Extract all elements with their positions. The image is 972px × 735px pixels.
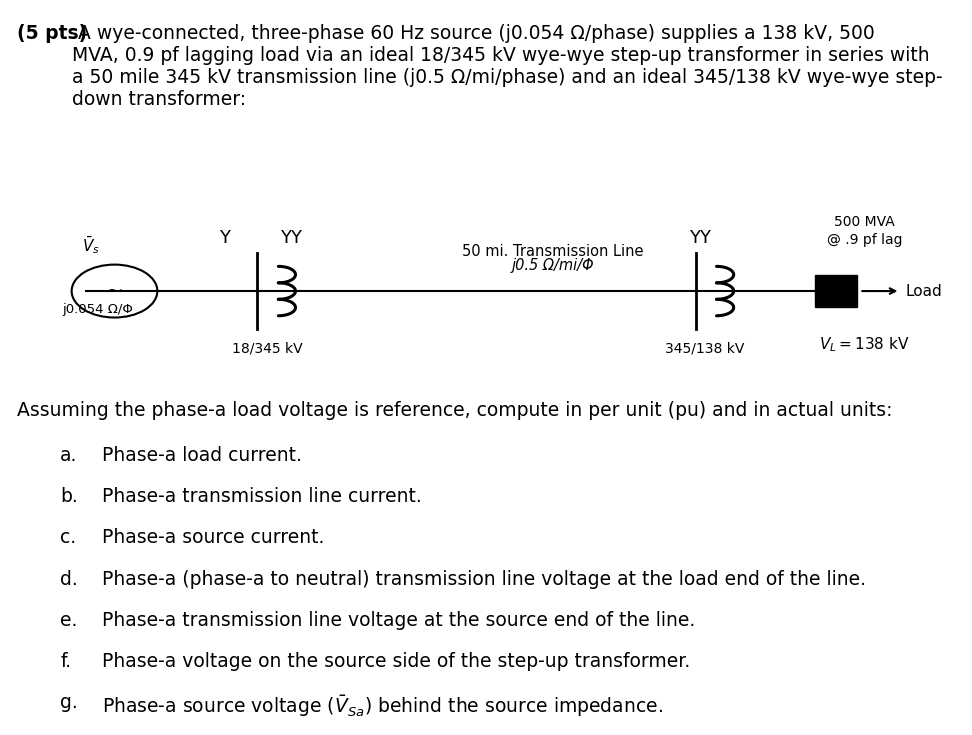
Text: Phase-a voltage on the source side of the step-up transformer.: Phase-a voltage on the source side of th… (102, 652, 690, 671)
Text: Phase-a source voltage ($\bar{V}_{Sa}$) behind the source impedance.: Phase-a source voltage ($\bar{V}_{Sa}$) … (102, 693, 663, 719)
Text: $V_L = 138$ kV: $V_L = 138$ kV (819, 335, 910, 354)
Text: j0.054 Ω/Φ: j0.054 Ω/Φ (62, 303, 133, 316)
Text: c.: c. (60, 528, 77, 548)
Text: Assuming the phase-a load voltage is reference, compute in per unit (pu) and in : Assuming the phase-a load voltage is ref… (17, 401, 893, 420)
Text: $\bar{V}_s$: $\bar{V}_s$ (82, 234, 100, 256)
Text: Y: Y (219, 229, 229, 247)
Text: YY: YY (689, 229, 712, 247)
Text: j0.5 Ω/mi/Φ: j0.5 Ω/mi/Φ (511, 259, 594, 273)
Bar (815, 275, 857, 307)
Text: f.: f. (60, 652, 71, 671)
Text: 18/345 kV: 18/345 kV (231, 341, 302, 355)
Text: Phase-a load current.: Phase-a load current. (102, 446, 302, 465)
Text: Phase-a (phase-a to neutral) transmission line voltage at the load end of the li: Phase-a (phase-a to neutral) transmissio… (102, 570, 866, 589)
Text: d.: d. (60, 570, 78, 589)
Text: YY: YY (280, 229, 301, 247)
Text: b.: b. (60, 487, 78, 506)
Text: g.: g. (60, 693, 78, 712)
Text: 500 MVA: 500 MVA (834, 215, 895, 229)
Text: e.: e. (60, 611, 78, 630)
Text: 50 mi. Transmission Line: 50 mi. Transmission Line (462, 244, 643, 259)
Text: Phase-a transmission line voltage at the source end of the line.: Phase-a transmission line voltage at the… (102, 611, 695, 630)
Text: Phase-a transmission line current.: Phase-a transmission line current. (102, 487, 422, 506)
Text: a.: a. (60, 446, 78, 465)
Text: ~: ~ (106, 281, 123, 301)
Text: 345/138 kV: 345/138 kV (666, 341, 745, 355)
Text: A wye-connected, three-phase 60 Hz source (j0.054 Ω/phase) supplies a 138 kV, 50: A wye-connected, three-phase 60 Hz sourc… (72, 24, 943, 109)
Text: Load: Load (905, 284, 942, 298)
Text: Phase-a source current.: Phase-a source current. (102, 528, 325, 548)
Text: (5 pts): (5 pts) (17, 24, 87, 43)
Text: @ .9 pf lag: @ .9 pf lag (827, 233, 902, 247)
